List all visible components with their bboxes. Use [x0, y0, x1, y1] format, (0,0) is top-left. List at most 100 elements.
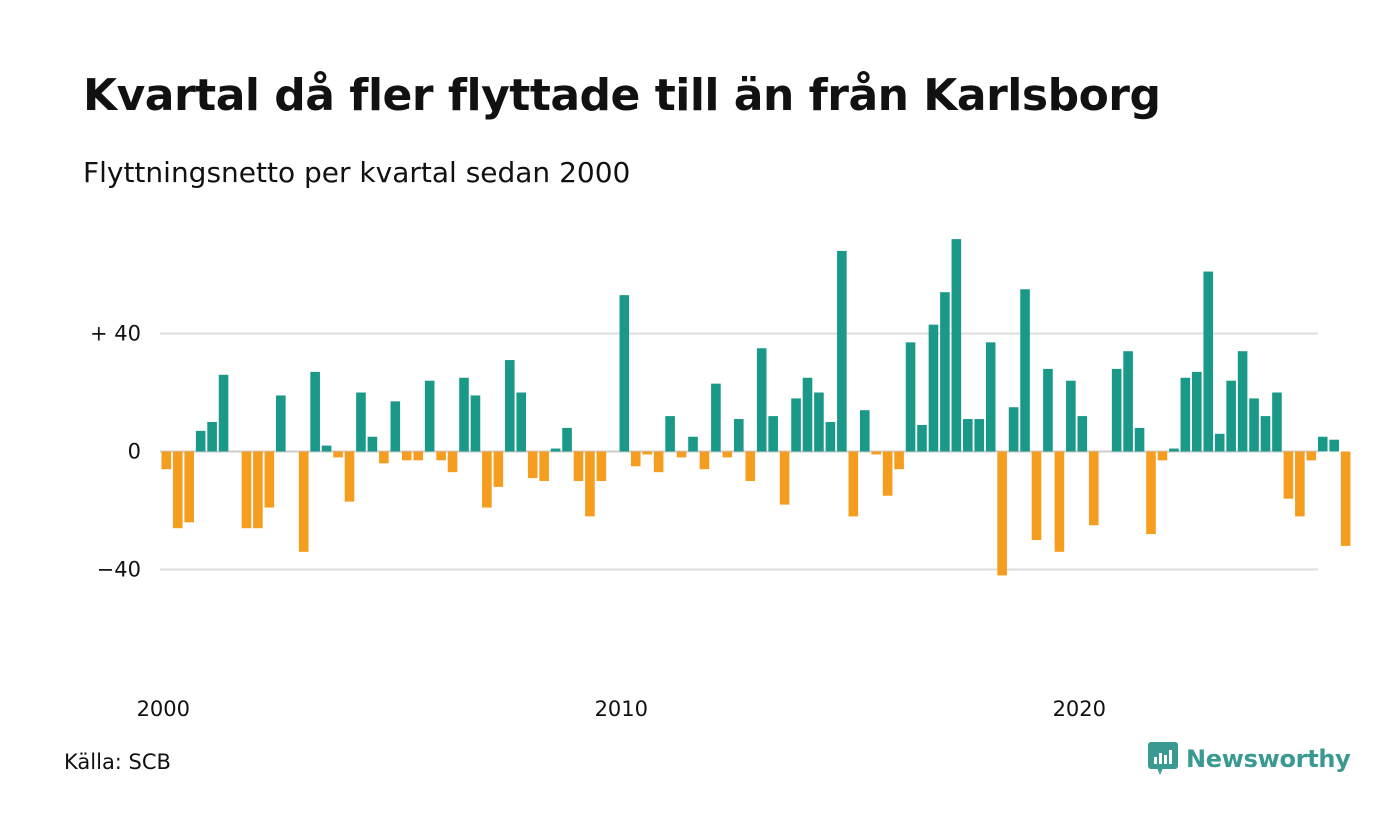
bar [928, 324, 939, 452]
bar [894, 451, 904, 470]
bar [940, 292, 950, 452]
bar [859, 410, 870, 452]
bars [161, 239, 1351, 576]
bar [699, 451, 710, 470]
bar [997, 451, 1007, 576]
bar [665, 416, 675, 452]
bar [562, 427, 572, 452]
bar [1123, 351, 1133, 452]
bar [470, 395, 481, 452]
bar [1214, 433, 1225, 452]
bar [1237, 351, 1248, 452]
bar [447, 451, 458, 473]
bar [871, 451, 881, 455]
bar [734, 419, 744, 452]
bar [1226, 380, 1236, 452]
bar [837, 250, 847, 452]
bar [390, 401, 401, 452]
bar [1157, 451, 1168, 461]
bar [596, 451, 607, 481]
bar [298, 451, 309, 552]
bar [1031, 451, 1042, 540]
bar [1295, 451, 1305, 517]
bar [1249, 398, 1259, 452]
brand-name: Newsworthy [1186, 745, 1351, 773]
bar [630, 451, 641, 467]
y-tick-label: + 40 [90, 322, 141, 346]
bar [253, 451, 263, 529]
bar [1066, 380, 1076, 452]
axis-labels: + 40 0 −40 2000 2010 2020 [90, 322, 1106, 722]
bar [1180, 377, 1191, 452]
bar [550, 448, 561, 452]
bar [356, 392, 366, 452]
bar [321, 445, 332, 452]
bar [195, 430, 206, 452]
x-tick-label: 2010 [595, 697, 648, 721]
bar [882, 451, 893, 496]
bar [1192, 371, 1202, 452]
bar [1088, 451, 1099, 526]
bar [676, 451, 687, 458]
bar [264, 451, 275, 508]
x-tick-label: 2020 [1053, 697, 1106, 721]
bar [1260, 416, 1271, 452]
bar [1283, 451, 1294, 499]
y-tick-label: −40 [97, 558, 141, 582]
bar [1203, 271, 1214, 452]
bar [917, 424, 927, 452]
bar [1306, 451, 1317, 461]
bar [642, 451, 652, 455]
bar [745, 451, 756, 481]
bar [276, 395, 286, 452]
bar [1077, 416, 1088, 452]
bar [825, 422, 836, 452]
bar [1340, 451, 1351, 546]
bar [1111, 368, 1122, 452]
bar [401, 451, 412, 461]
bar [1146, 451, 1156, 535]
x-tick-label: 2000 [137, 697, 190, 721]
bar [1134, 427, 1145, 452]
bar [722, 451, 733, 458]
bar [1054, 451, 1065, 552]
bar [379, 451, 389, 464]
bar [505, 360, 515, 452]
bar [814, 392, 824, 452]
bar [985, 342, 996, 452]
bar [172, 451, 183, 529]
bar [653, 451, 664, 473]
bar [1008, 407, 1019, 452]
bar [161, 451, 172, 470]
bar [585, 451, 595, 517]
bar [516, 392, 527, 452]
newsworthy-logo-icon [1148, 742, 1178, 775]
bar [1020, 289, 1030, 452]
brand-logo[interactable]: Newsworthy [1148, 742, 1351, 776]
bar [1272, 392, 1282, 452]
bar [482, 451, 492, 508]
bar [768, 416, 778, 452]
bar [527, 451, 538, 479]
bar [424, 380, 435, 452]
bar [573, 451, 584, 481]
bar [493, 451, 504, 487]
bar [184, 451, 194, 523]
bar [756, 348, 767, 452]
bar [791, 398, 801, 452]
chart-title: Kvartal då fler flyttade till än från Ka… [83, 70, 1161, 121]
bar [974, 419, 985, 452]
bar [1169, 448, 1179, 452]
y-tick-label: 0 [128, 440, 141, 464]
bar [539, 451, 549, 481]
bar [241, 451, 252, 529]
bar [207, 422, 217, 452]
bar [711, 383, 721, 452]
bar [1329, 439, 1339, 452]
bar [802, 377, 813, 452]
bar [1317, 436, 1328, 452]
bar [367, 436, 378, 452]
bar [905, 342, 916, 452]
bar [619, 295, 630, 452]
